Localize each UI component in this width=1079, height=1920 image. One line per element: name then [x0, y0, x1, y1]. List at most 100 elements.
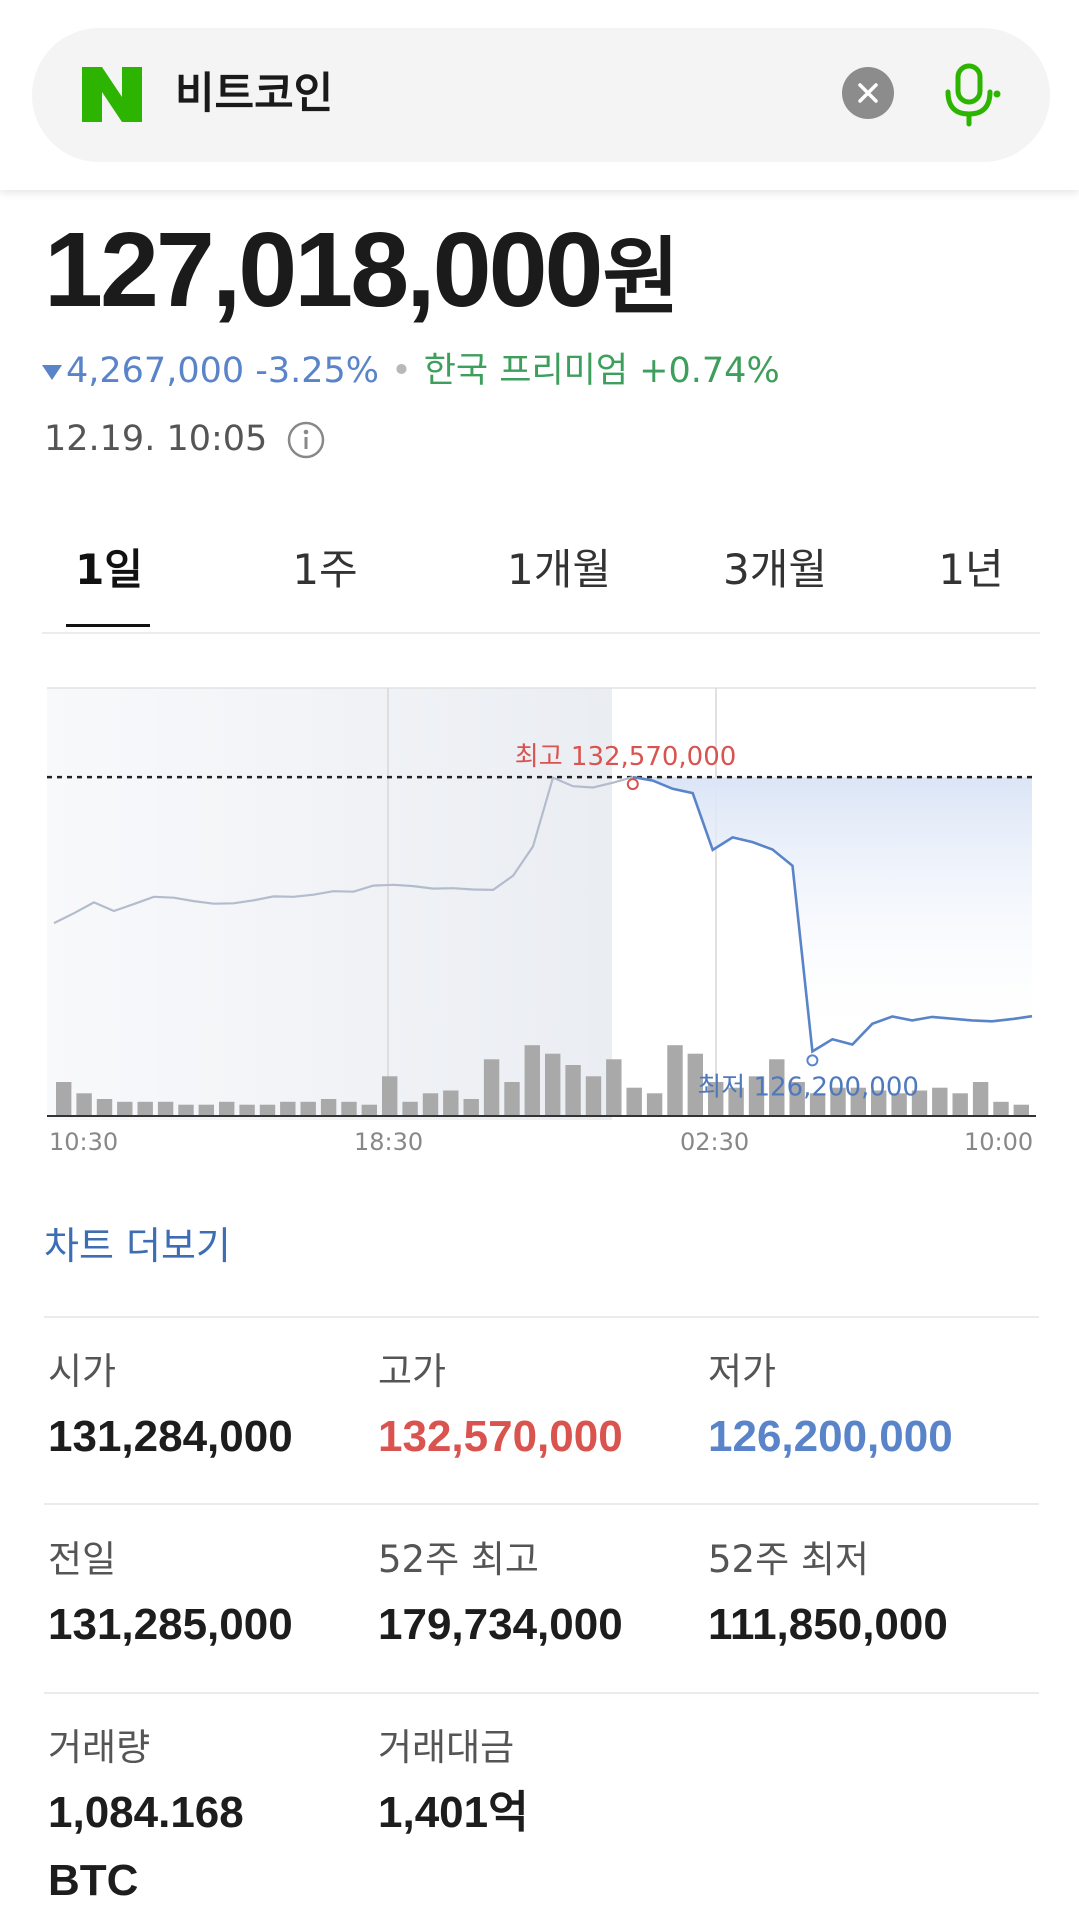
volume-bar — [56, 1082, 72, 1116]
stat-label-52w-low: 52주 최저 — [708, 1538, 869, 1581]
stat-value-trade-value: 1,401억 — [378, 1788, 529, 1837]
active-tab-indicator — [66, 624, 150, 627]
volume-bar — [993, 1101, 1009, 1116]
search-input[interactable]: 비트코인 — [175, 69, 334, 119]
stat-label-52w-high: 52주 최고 — [378, 1538, 539, 1581]
volume-bar — [585, 1076, 602, 1116]
tab-1year[interactable]: 1년 — [938, 545, 1004, 594]
timestamp-row: 12.19. 10:05 — [44, 416, 326, 462]
volume-bar — [911, 1090, 928, 1116]
volume-bar — [606, 1059, 622, 1116]
low-marker — [806, 1054, 819, 1067]
volume-bar — [565, 1065, 581, 1116]
info-icon[interactable] — [286, 420, 326, 460]
stat-value-open: 131,284,000 — [48, 1412, 293, 1461]
low-label: 최저 126,200,000 — [697, 1072, 919, 1102]
divider — [44, 1692, 1039, 1694]
divider — [44, 1503, 1039, 1505]
volume-bar — [320, 1099, 337, 1116]
stat-value-volume-unit: BTC — [48, 1856, 139, 1905]
high-marker — [626, 778, 639, 791]
volume-bar — [850, 1087, 866, 1116]
volume-bar — [708, 1082, 724, 1116]
stat-label-open: 시가 — [48, 1350, 117, 1393]
volume-bar — [259, 1104, 276, 1116]
volume-bar — [422, 1093, 439, 1116]
volume-bar — [871, 1090, 887, 1116]
volume-bar — [972, 1082, 989, 1116]
clear-search-button[interactable] — [842, 67, 894, 119]
stat-value-high: 132,570,000 — [378, 1412, 623, 1461]
tab-1day[interactable]: 1일 — [75, 545, 143, 594]
volume-bar — [402, 1101, 418, 1116]
stat-value-52w-high: 179,734,000 — [378, 1600, 623, 1649]
price-change: 4,267,000 -3.25% — [66, 351, 380, 391]
volume-bar — [809, 1093, 826, 1116]
volume-bar — [178, 1104, 194, 1116]
price-line-past — [53, 776, 634, 925]
volume-bar — [524, 1045, 540, 1116]
korea-premium: 한국 프리미엄 +0.74% — [423, 351, 780, 391]
volume-bar — [789, 1082, 805, 1116]
price-line-recent — [632, 775, 1033, 1054]
change-row: 4,267,000 -3.25% • 한국 프리미엄 +0.74% — [42, 348, 780, 394]
volume-bar — [137, 1101, 153, 1116]
price-value: 127,018,000 — [44, 211, 603, 329]
more-chart-link[interactable]: 차트 더보기 — [44, 1224, 231, 1268]
down-triangle-icon — [42, 364, 62, 380]
timestamp: 12.19. 10:05 — [44, 419, 268, 459]
stat-value-volume: 1,084.168 — [48, 1788, 244, 1837]
naver-logo-icon — [82, 67, 142, 122]
volume-bar — [932, 1087, 948, 1116]
volume-bar — [157, 1101, 174, 1116]
volume-bar — [728, 1087, 744, 1116]
volume-bar — [769, 1059, 785, 1116]
volume-bar — [300, 1101, 316, 1116]
microphone-icon — [945, 63, 1001, 127]
volume-bar — [443, 1090, 459, 1116]
volume-bar — [280, 1101, 296, 1116]
volume-bar — [198, 1104, 214, 1116]
tab-1month[interactable]: 1개월 — [506, 545, 611, 594]
elapsed-period-shade — [47, 688, 612, 1120]
volume-bar — [76, 1093, 92, 1116]
current-price: 127,018,000원 — [44, 210, 680, 337]
volume-bar — [626, 1087, 642, 1116]
volume-bar — [239, 1104, 255, 1116]
x-tick-label: 18:30 — [354, 1128, 423, 1156]
volume-bar — [96, 1099, 113, 1116]
volume-bar — [504, 1082, 520, 1116]
volume-bar — [952, 1093, 968, 1116]
price-unit: 원 — [602, 230, 680, 324]
stat-label-prev-close: 전일 — [48, 1538, 117, 1581]
period-tabs: 1일 1주 1개월 3개월 1년 — [42, 530, 1040, 634]
x-tick-label: 10:30 — [49, 1128, 118, 1156]
volume-bar — [361, 1104, 377, 1116]
stat-label-volume: 거래량 — [48, 1726, 151, 1769]
stat-label-low: 저가 — [708, 1350, 777, 1393]
volume-bar — [891, 1093, 907, 1116]
high-label: 최고 132,570,000 — [515, 742, 737, 772]
volume-bar — [646, 1093, 663, 1116]
stat-value-prev-close: 131,285,000 — [48, 1600, 293, 1649]
separator-dot: • — [391, 351, 412, 391]
close-icon — [858, 83, 878, 103]
price-area — [632, 777, 1032, 1052]
volume-bar — [219, 1101, 235, 1116]
stat-label-high: 고가 — [378, 1350, 447, 1393]
volume-bar — [748, 1076, 765, 1116]
volume-bar — [117, 1101, 133, 1116]
volume-bar — [545, 1053, 561, 1116]
volume-bar — [341, 1101, 357, 1116]
stat-value-52w-low: 111,850,000 — [708, 1600, 948, 1649]
volume-bar — [483, 1059, 500, 1116]
x-tick-label: 02:30 — [680, 1128, 749, 1156]
stat-label-trade-value: 거래대금 — [378, 1726, 515, 1769]
volume-bar — [667, 1045, 683, 1116]
tab-1week[interactable]: 1주 — [292, 545, 358, 594]
voice-search-button[interactable] — [935, 60, 1005, 130]
tab-3months[interactable]: 3개월 — [722, 545, 827, 594]
price-chart[interactable]: 최고 132,570,000 최저 126,200,000 10:30 18:3… — [44, 680, 1042, 1160]
stat-value-low: 126,200,000 — [708, 1412, 953, 1461]
volume-bar — [830, 1087, 846, 1116]
